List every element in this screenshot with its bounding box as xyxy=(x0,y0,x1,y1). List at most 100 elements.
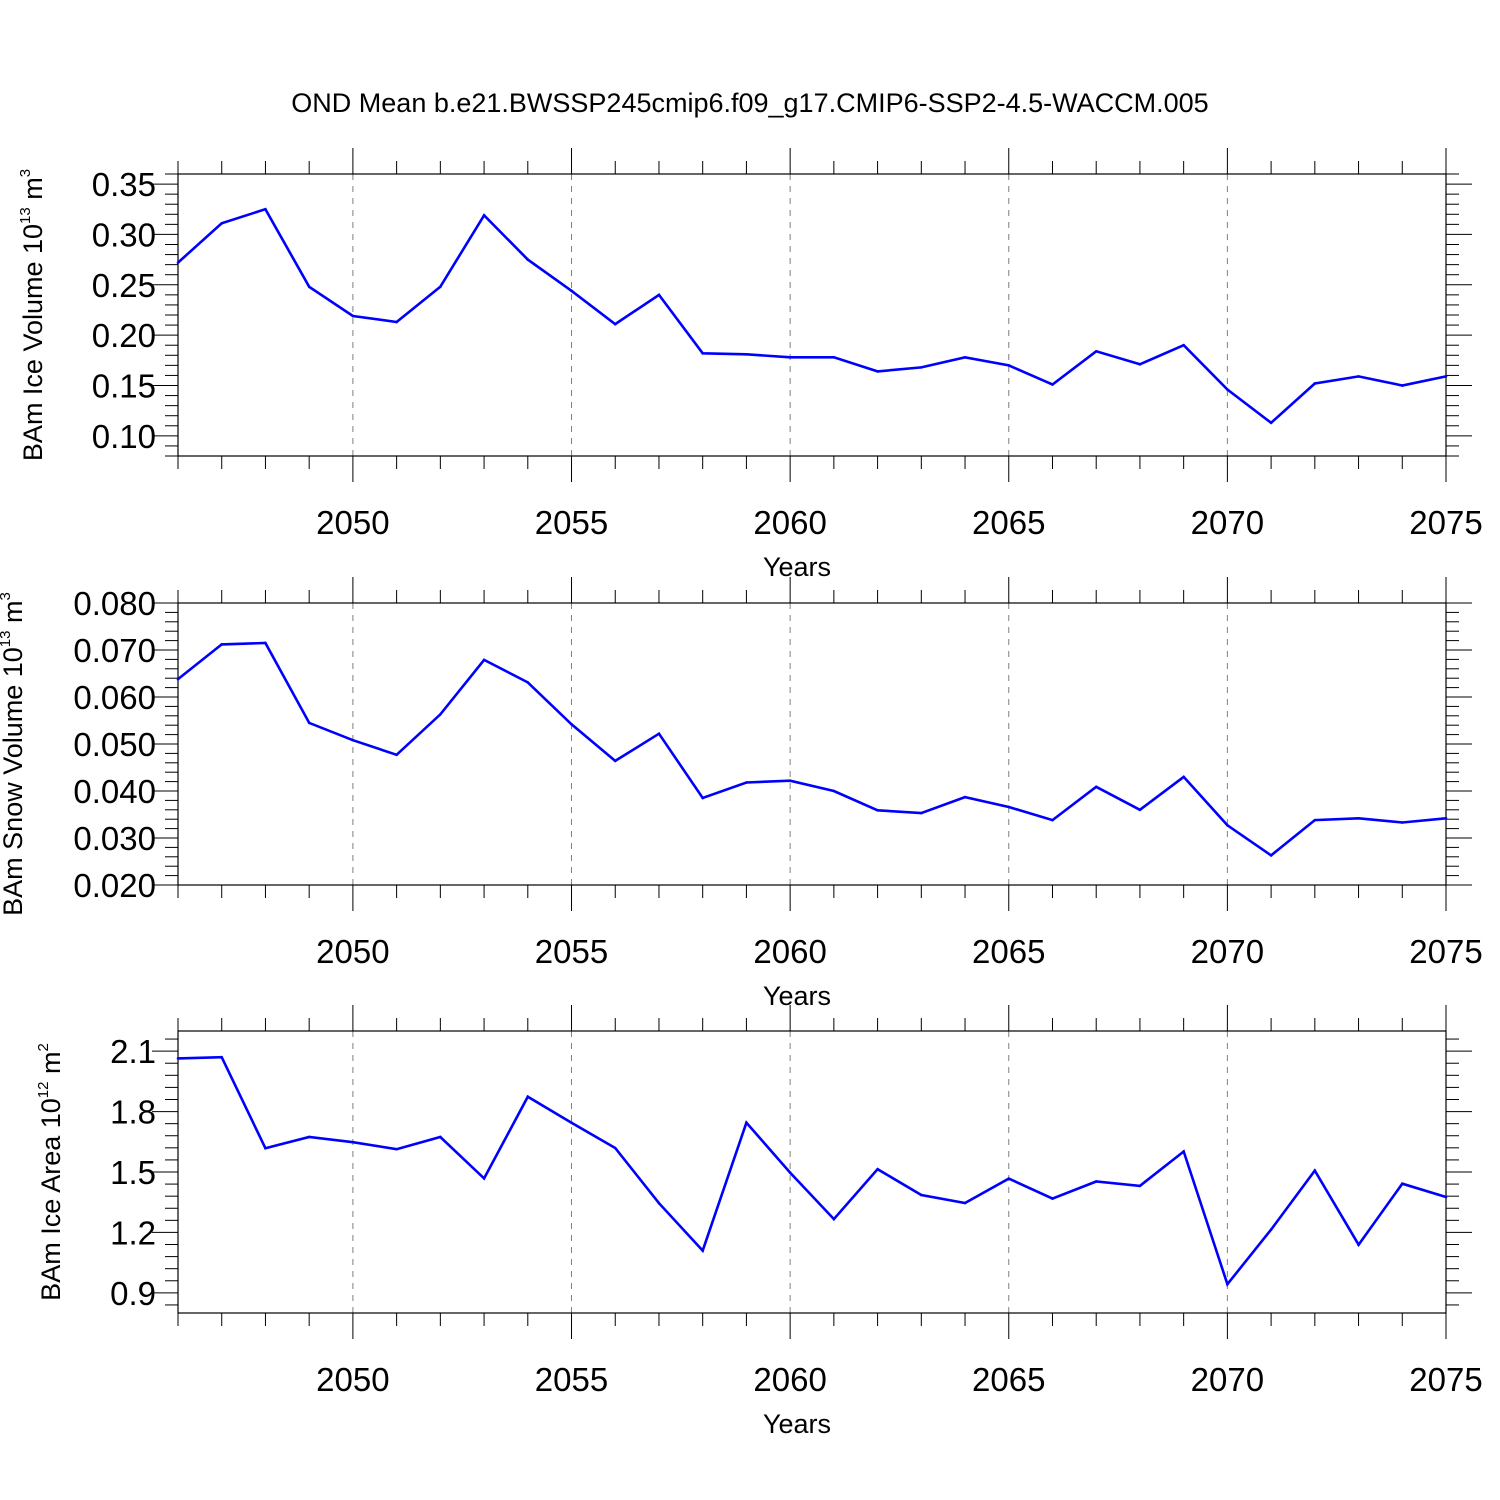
data-point xyxy=(745,352,748,356)
data-point xyxy=(657,1201,661,1205)
data-point xyxy=(570,289,573,293)
x-axis-title: Years xyxy=(763,552,831,582)
data-point xyxy=(1400,821,1404,824)
data-point xyxy=(876,808,879,812)
y-tick-label: 1.5 xyxy=(110,1154,156,1191)
y-tick-label: 0.070 xyxy=(73,632,156,669)
y-tick-label: 0.9 xyxy=(110,1275,156,1312)
x-tick-label: 2050 xyxy=(316,933,389,970)
y-axis-title-exponent: 13 xyxy=(0,631,14,648)
data-point xyxy=(1226,1282,1229,1286)
y-tick-label: 0.20 xyxy=(92,317,156,354)
data-point xyxy=(657,732,661,735)
data-point xyxy=(1182,1150,1185,1153)
y-tick-label: 2.1 xyxy=(110,1033,156,1070)
y-axis-title-unit: m xyxy=(36,1052,66,1082)
plot-frame xyxy=(177,173,1447,457)
data-point xyxy=(1357,1243,1360,1247)
data-point xyxy=(526,258,530,261)
data-point xyxy=(920,366,923,369)
data-point xyxy=(1400,384,1404,387)
y-tick-label: 0.25 xyxy=(92,267,156,304)
y-tick-label: 0.020 xyxy=(73,867,156,904)
data-point xyxy=(220,222,224,225)
y-axis-title-text: BAm Ice Area 10 xyxy=(36,1098,66,1301)
data-point xyxy=(920,1193,923,1197)
y-tick-label: 0.060 xyxy=(73,679,156,716)
data-point xyxy=(176,261,180,264)
data-point xyxy=(351,314,355,318)
data-point xyxy=(439,1135,442,1139)
data-point xyxy=(176,677,180,681)
series-line xyxy=(177,207,1447,425)
data-point xyxy=(395,1147,398,1151)
data-point xyxy=(788,356,792,359)
data-point xyxy=(1094,1180,1098,1183)
data-point xyxy=(701,351,704,355)
data-point xyxy=(570,1121,573,1124)
y-axis-title-text: BAm Snow Volume 10 xyxy=(0,647,28,916)
data-point xyxy=(832,789,836,793)
y-axis-title-exponent: 13 xyxy=(17,207,34,224)
data-point xyxy=(1007,805,1011,809)
data-point xyxy=(963,795,967,799)
x-tick-label: 2075 xyxy=(1409,933,1482,970)
data-point xyxy=(439,713,442,716)
chart-title: OND Mean b.e21.BWSSP245cmip6.f09_g17.CMI… xyxy=(291,88,1208,118)
x-tick-label: 2060 xyxy=(753,933,826,970)
chart-panel-1: 0.10 0.15 0.20 0.25 0.30 0.35 2050 2055 2060 2065… xyxy=(17,148,1483,582)
plot-frame xyxy=(177,1030,1447,1314)
data-point xyxy=(1094,785,1098,789)
data-point xyxy=(1138,1184,1142,1188)
data-point xyxy=(482,213,486,217)
data-point xyxy=(526,1095,530,1098)
data-point xyxy=(1269,854,1273,857)
data-point xyxy=(176,1057,180,1060)
data-point xyxy=(1269,421,1273,425)
data-point xyxy=(788,779,792,782)
y-axis-title: BAm Ice Volume 1013 m3 xyxy=(17,169,48,461)
data-point xyxy=(264,641,267,645)
data-point xyxy=(307,1135,311,1139)
series-line xyxy=(177,641,1447,858)
y-tick-label: 0.35 xyxy=(92,166,156,203)
data-point xyxy=(788,1171,792,1174)
x-tick-label: 2070 xyxy=(1191,504,1264,541)
x-tick-label: 2065 xyxy=(972,504,1045,541)
x-tick-label: 2050 xyxy=(316,504,389,541)
x-tick-label: 2060 xyxy=(753,504,826,541)
y-tick-label: 0.040 xyxy=(73,773,156,810)
x-tick-label: 2055 xyxy=(535,504,608,541)
data-point xyxy=(307,285,311,289)
chart-panel-3: 0.9 1.2 1.5 1.8 2.1 2050 2055 2060 2065 2070 2075 Y… xyxy=(35,1005,1483,1439)
y-axis-title-text: BAm Ice Volume 10 xyxy=(18,224,48,461)
data-point xyxy=(613,1146,617,1150)
data-point xyxy=(439,285,442,289)
data-point xyxy=(613,322,617,326)
y-tick-label: 0.050 xyxy=(73,726,156,763)
y-tick-label: 0.30 xyxy=(92,216,156,253)
data-point xyxy=(1444,375,1448,378)
data-point xyxy=(1051,1197,1054,1200)
data-point xyxy=(876,1167,879,1171)
data-point xyxy=(745,781,748,784)
series-line xyxy=(177,1055,1447,1287)
data-point xyxy=(220,1055,224,1059)
data-point xyxy=(570,722,573,726)
y-axis-title-unit: m xyxy=(18,177,48,207)
y-tick-label: 0.080 xyxy=(73,585,156,622)
x-axis-title: Years xyxy=(763,981,831,1011)
data-point xyxy=(1269,1228,1273,1231)
y-tick-label: 1.2 xyxy=(110,1214,156,1251)
data-point xyxy=(351,1140,355,1144)
data-point xyxy=(1007,364,1011,367)
data-point xyxy=(1357,375,1360,378)
x-tick-label: 2065 xyxy=(972,933,1045,970)
data-point xyxy=(264,207,267,211)
data-point xyxy=(526,681,530,684)
data-point xyxy=(1313,818,1317,822)
data-point xyxy=(220,643,224,646)
x-tick-label: 2060 xyxy=(753,1361,826,1398)
x-tick-label: 2055 xyxy=(535,933,608,970)
